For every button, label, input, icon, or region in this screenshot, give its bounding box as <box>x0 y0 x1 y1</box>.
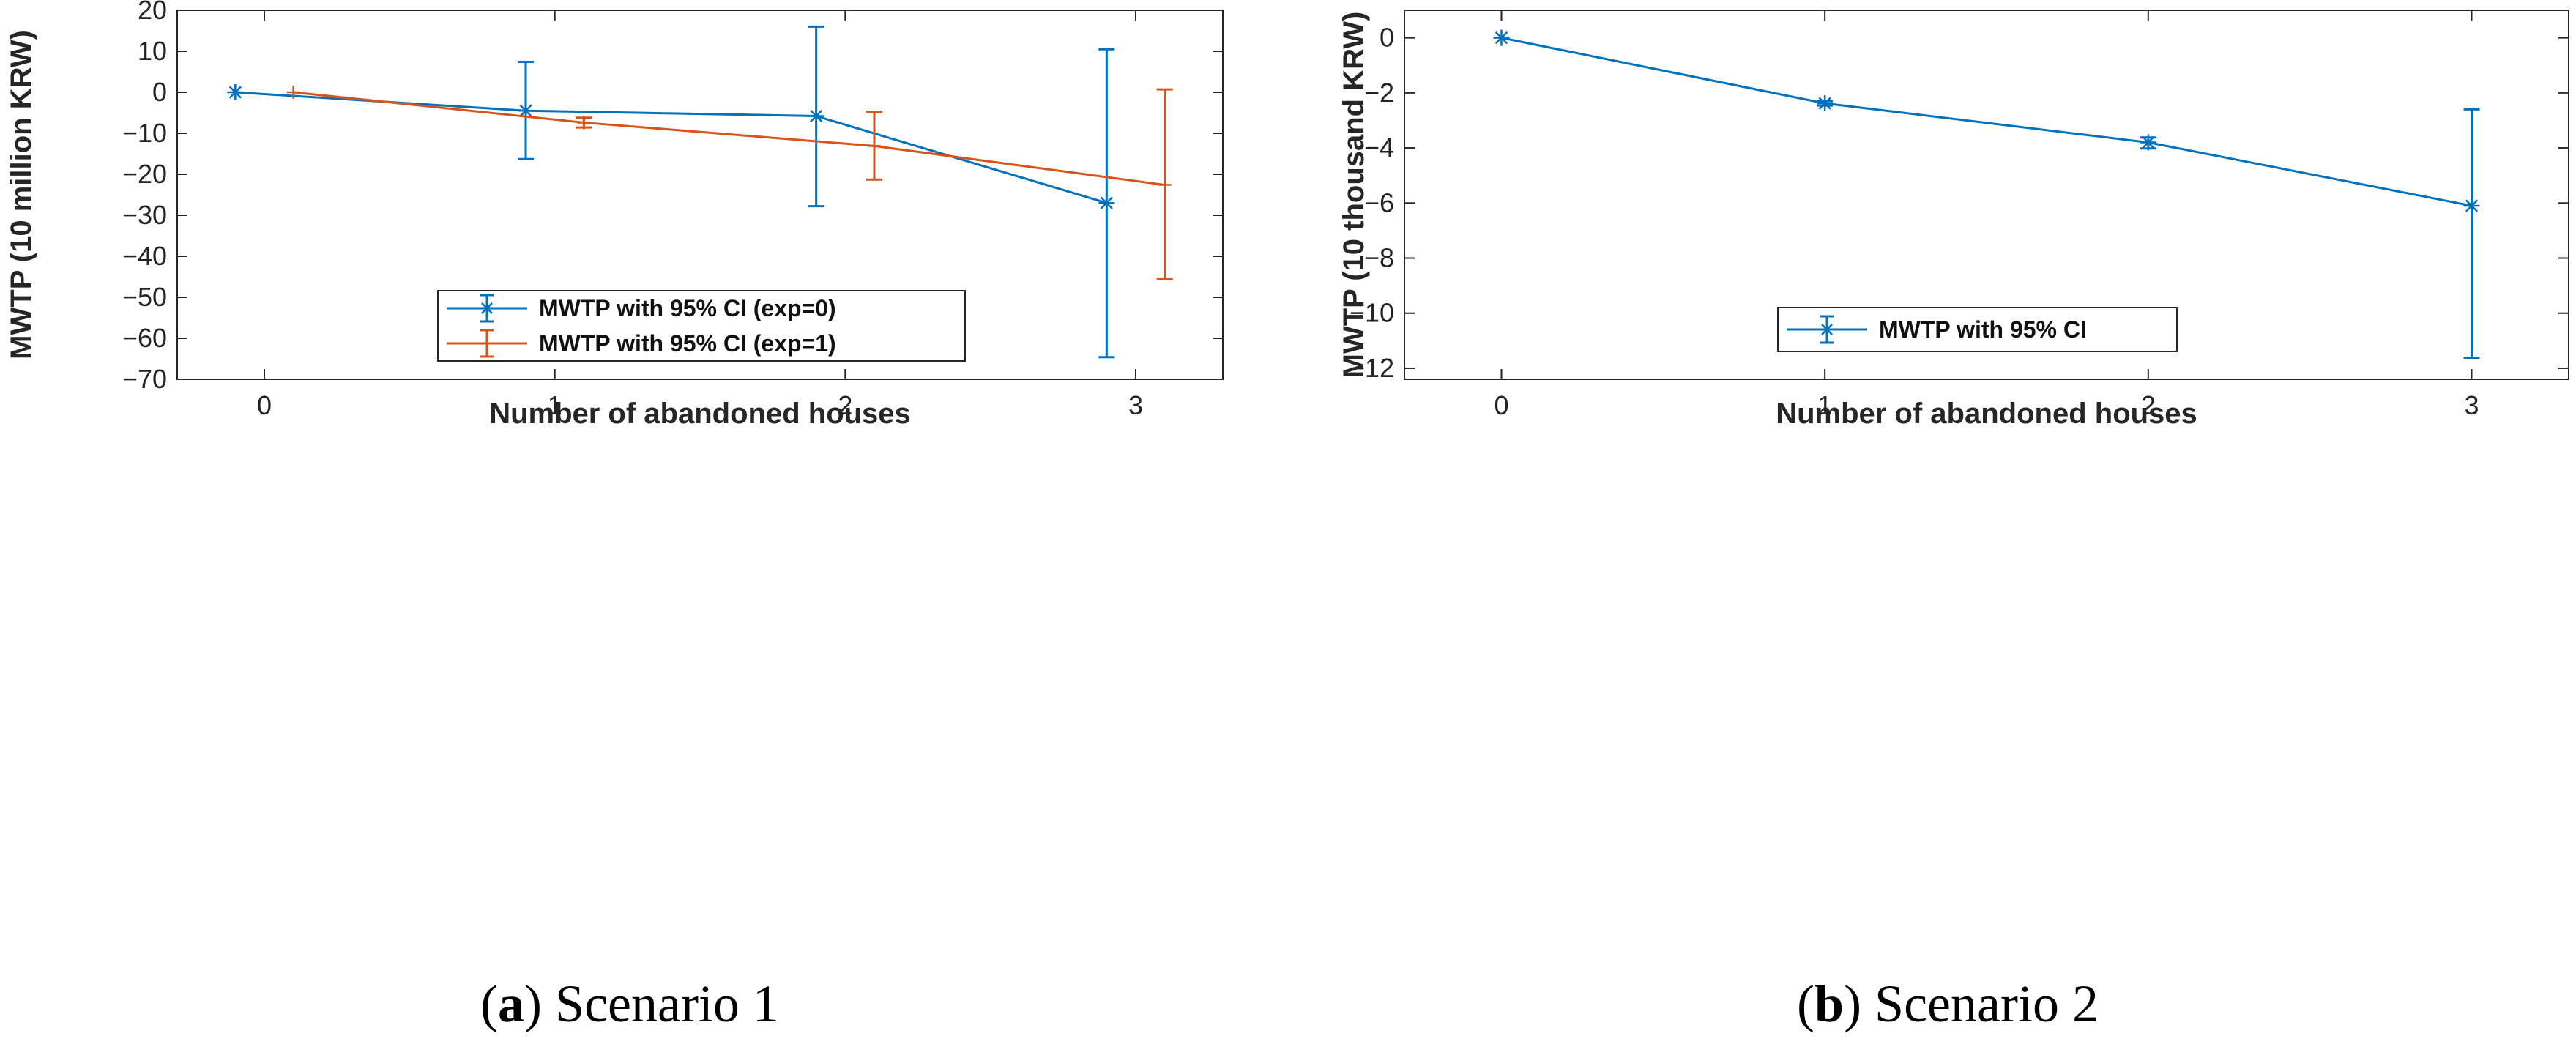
caption-a: (a) Scenario 1 <box>480 975 779 1033</box>
legend-marker-0 <box>1820 322 1834 337</box>
y-tick-label: −4 <box>1364 133 1394 163</box>
caption-a-paren-open: ( <box>480 975 498 1033</box>
series-0-point <box>808 108 824 124</box>
y-axis-label: MWTP (10 thousand KRW) <box>1338 12 1370 379</box>
legend-label-0: MWTP with 95% CI <box>1879 316 2087 343</box>
caption-b-paren-open: ( <box>1797 975 1814 1033</box>
series-0-point <box>227 84 244 100</box>
series-0-point <box>2140 134 2156 151</box>
y-tick-label: −70 <box>122 364 167 394</box>
x-tick-label: 3 <box>2464 390 2479 420</box>
caption-a-paren-close: ) <box>524 975 542 1033</box>
y-tick-label: −40 <box>122 241 167 271</box>
x-tick-label: 3 <box>1128 390 1143 420</box>
y-axis-label: MWTP (10 million KRW) <box>5 30 37 359</box>
x-tick-label: 2 <box>838 390 852 420</box>
legend-label-0: MWTP with 95% CI (exp=0) <box>539 295 836 321</box>
chart-scenario-1: (a) Scenario 1 20100−10−20−30−40−50−60−7… <box>5 0 1224 1033</box>
y-tick-label: −12 <box>1350 353 1394 383</box>
y-tick-label: −30 <box>122 200 167 230</box>
series-0-point <box>518 103 534 119</box>
series-1-point <box>868 139 881 153</box>
x-tick-label: 1 <box>548 390 562 420</box>
series-0-point <box>1817 95 1834 112</box>
series-1-point <box>1158 178 1172 192</box>
y-tick-label: 10 <box>138 36 167 66</box>
legend-marker-0 <box>480 301 494 316</box>
y-tick-label: −2 <box>1364 78 1394 108</box>
x-tick-label: 1 <box>1817 390 1832 420</box>
series-0-point <box>1493 29 1510 46</box>
series-1-point <box>286 86 300 99</box>
y-tick-label: −10 <box>1350 298 1394 328</box>
legend-box <box>437 290 966 362</box>
y-tick-label: −50 <box>122 282 167 312</box>
y-tick-label: −20 <box>122 159 167 189</box>
caption-b-paren-close: ) <box>1844 975 1861 1033</box>
y-tick-label: −8 <box>1364 243 1394 273</box>
y-tick-label: 0 <box>152 77 167 107</box>
caption-b: (b) Scenario 2 <box>1797 975 2099 1033</box>
series-0-point <box>1098 195 1115 212</box>
legend-label-1: MWTP with 95% CI (exp=1) <box>539 330 836 357</box>
y-tick-label: 0 <box>1380 23 1394 53</box>
caption-b-label: b <box>1814 975 1844 1033</box>
x-axis-label: Number of abandoned houses <box>489 398 911 430</box>
x-axis-label: Number of abandoned houses <box>1776 398 2197 430</box>
caption-a-label: a <box>498 975 524 1033</box>
x-tick-label: 0 <box>257 390 272 420</box>
series-1-line <box>293 91 1165 187</box>
x-tick-label: 0 <box>1494 390 1508 420</box>
caption-a-text: Scenario 1 <box>542 975 779 1033</box>
y-tick-label: −6 <box>1364 187 1394 217</box>
series-1-point <box>577 116 591 130</box>
series-0-point <box>2463 198 2480 215</box>
x-tick-label: 2 <box>2141 390 2156 420</box>
chart-scenario-2: (b) Scenario 2 0 −2 −4 −6 −8 −10 −12 0 1 2 3 Number… <box>1338 10 2569 1033</box>
y-tick-label: −10 <box>122 118 167 148</box>
y-tick-label: 20 <box>138 0 167 25</box>
series-0-line <box>1501 37 2472 207</box>
caption-b-text: Scenario 2 <box>1861 975 2099 1033</box>
y-tick-label: −60 <box>122 323 167 353</box>
